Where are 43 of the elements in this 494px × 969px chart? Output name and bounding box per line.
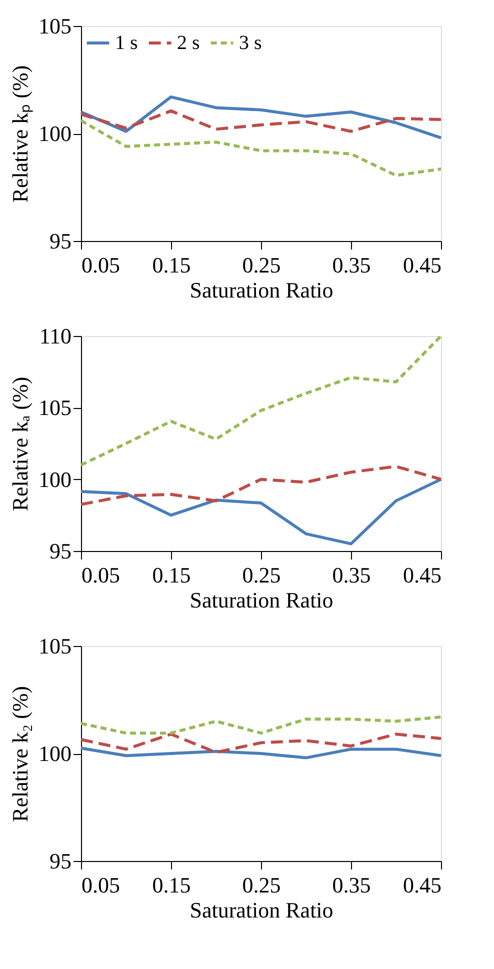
x-tick-label: 0.05: [82, 872, 120, 898]
y-tick-label: 105: [38, 634, 72, 658]
y-axis-title: Relative k₂ (%): [8, 686, 32, 822]
x-tick-label: 0.35: [332, 562, 371, 588]
line-series: [80, 334, 442, 466]
x-axis-title: Saturation Ratio: [190, 278, 334, 302]
x-axis-title: Saturation Ratio: [190, 898, 334, 922]
y-tick-label: 95: [50, 538, 72, 564]
y-tick-label: 105: [38, 395, 72, 420]
x-tick-label: 0.45: [403, 872, 442, 898]
legend-label: 2 s: [177, 32, 200, 54]
line-series: [80, 464, 442, 506]
x-tick-label: 0.25: [242, 562, 281, 588]
line-series: [80, 478, 442, 546]
x-tick-label: 0.15: [152, 872, 191, 898]
y-tick-label: 110: [39, 324, 72, 348]
x-tick-label: 0.45: [403, 562, 442, 588]
line-series: [80, 746, 442, 760]
y-tick-label: 100: [38, 466, 72, 492]
y-axis-title: Relative kₚ (%): [8, 65, 34, 203]
x-tick-label: 0.35: [332, 252, 371, 278]
y-tick-label: 95: [50, 228, 72, 254]
y-tick-label: 100: [38, 121, 72, 146]
legend-label: 1 s: [115, 32, 138, 54]
line-series: [80, 95, 442, 140]
y-tick-label: 100: [38, 741, 72, 766]
x-tick-label: 0.15: [152, 252, 191, 278]
x-tick-label: 0.05: [82, 252, 120, 278]
y-tick-label: 95: [50, 848, 72, 874]
x-tick-label: 0.25: [242, 252, 281, 278]
legend-label: 3 s: [239, 32, 262, 54]
x-tick-label: 0.35: [332, 872, 371, 898]
x-tick-label: 0.15: [152, 562, 191, 588]
line-series: [80, 109, 442, 133]
x-tick-label: 0.45: [403, 252, 442, 278]
line-series: [80, 732, 442, 754]
line-series: [80, 715, 442, 735]
x-tick-label: 0.25: [242, 872, 281, 898]
line-series: [80, 119, 442, 177]
y-tick-label: 105: [38, 14, 72, 38]
x-tick-label: 0.05: [82, 562, 120, 588]
x-axis-title: Saturation Ratio: [190, 588, 334, 612]
y-axis-title: Relative kₐ (%): [8, 376, 32, 512]
